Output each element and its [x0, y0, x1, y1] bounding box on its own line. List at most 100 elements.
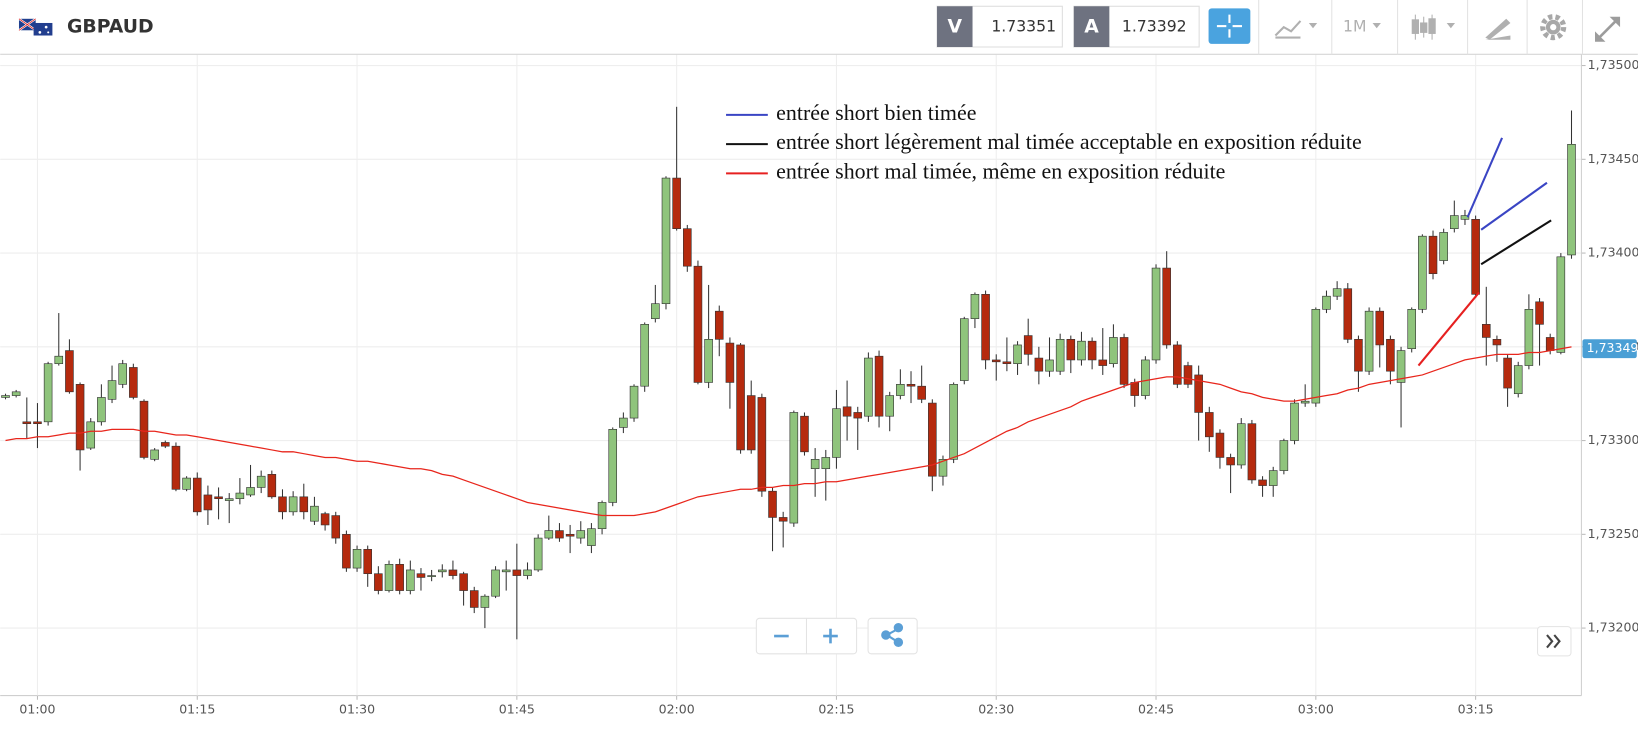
candle-body	[1375, 310, 1385, 346]
candle-body	[1183, 365, 1193, 385]
candle-body	[1471, 219, 1480, 295]
draw-icon[interactable]	[1485, 18, 1511, 40]
candle-body	[267, 474, 277, 498]
candle-body	[672, 177, 681, 230]
candle-body	[576, 530, 586, 539]
candle-body	[299, 496, 309, 513]
candle-body	[1130, 382, 1140, 396]
candle-body	[555, 530, 564, 539]
drawn-line[interactable]	[1417, 291, 1480, 367]
candle-body	[1141, 359, 1150, 396]
scroll-end-icon	[1546, 634, 1561, 649]
timeframe[interactable]: 1M	[1343, 17, 1366, 36]
candle-body	[480, 595, 490, 608]
candle-body	[1343, 288, 1353, 340]
symbol: GBPAUD	[67, 17, 154, 38]
candle-body	[1322, 295, 1331, 310]
candle-body	[65, 350, 74, 393]
candle-body	[256, 475, 266, 488]
candle-body	[1173, 344, 1182, 385]
candle-body	[192, 477, 202, 513]
y-tick-label: 1,73300	[1588, 432, 1638, 447]
candle-body	[1481, 324, 1491, 338]
sell-label: V	[948, 17, 963, 38]
candle-body	[917, 385, 926, 400]
candle-body	[331, 515, 341, 539]
candle-body	[246, 487, 255, 496]
candle-body	[810, 459, 820, 470]
zoom-controls	[755, 617, 1572, 657]
candle-body	[683, 228, 692, 267]
candle-body	[416, 573, 426, 578]
buy-price: 1.73392	[1122, 17, 1187, 36]
drawn-line[interactable]	[1466, 137, 1504, 218]
buy-label: A	[1084, 17, 1099, 38]
candle-body	[1545, 337, 1555, 351]
x-tick-label: 01:30	[339, 702, 375, 717]
candle-body	[150, 449, 159, 460]
candle-body	[171, 445, 181, 490]
candle-body	[1002, 361, 1012, 365]
drawn-line[interactable]	[1480, 219, 1552, 266]
candle-body	[203, 494, 213, 511]
candle-body	[821, 457, 831, 470]
candle-body	[374, 573, 383, 591]
x-tick-label: 01:15	[179, 702, 215, 717]
moving-average	[5, 346, 1572, 517]
legend-label: entrée short mal timée, même en expositi…	[776, 158, 1225, 183]
crosshair-button[interactable]	[1208, 8, 1251, 44]
candle-body	[1055, 339, 1065, 372]
plot: 1,732001,732501,733001,733501,734001,734…	[0, 54, 1638, 717]
candle-body	[1300, 400, 1310, 404]
chart-type-icon[interactable]	[1274, 20, 1318, 39]
candle-body	[1215, 432, 1225, 458]
candle-body	[768, 490, 777, 518]
candle-body	[1364, 310, 1374, 372]
share-button[interactable]	[867, 617, 918, 655]
drawn-line[interactable]	[1480, 181, 1548, 231]
candle-body	[437, 569, 447, 573]
candle-body	[1247, 423, 1257, 481]
candle-body	[789, 412, 799, 524]
candle-body	[118, 363, 127, 385]
candle-body	[1428, 235, 1438, 275]
candle-body	[938, 459, 948, 477]
candle-body	[1513, 365, 1523, 395]
candle-body	[533, 537, 543, 571]
candle-body	[224, 498, 234, 501]
candle-body	[906, 384, 916, 387]
x-tick-label: 02:30	[978, 702, 1014, 717]
candle-body	[959, 318, 969, 381]
settings-icon[interactable]	[1540, 14, 1567, 41]
x-tick-label: 02:00	[659, 702, 695, 717]
candle-body	[161, 442, 170, 447]
candle-body	[1236, 423, 1246, 466]
candle-body	[693, 265, 703, 383]
candle-body	[278, 496, 287, 513]
y-tick-label: 1,73200	[1588, 620, 1638, 635]
candle-body	[874, 355, 884, 417]
candle-body	[1258, 479, 1267, 486]
candle-body	[75, 384, 85, 451]
candle-body	[469, 590, 479, 608]
candle-body	[704, 339, 713, 383]
scroll-end-button[interactable]	[1537, 626, 1572, 657]
candle-icon[interactable]	[1411, 14, 1456, 40]
candle-body	[1567, 143, 1576, 256]
candle-body	[629, 385, 639, 419]
candle-body	[1034, 357, 1044, 372]
zoom-in[interactable]	[823, 628, 838, 644]
candle-body	[1332, 288, 1342, 297]
candle-body	[1194, 374, 1203, 413]
candle-body	[864, 357, 873, 417]
candle-body	[970, 294, 980, 320]
candle-body	[991, 359, 1001, 363]
candle-body	[1077, 340, 1086, 361]
sell-label-bg	[937, 6, 973, 47]
candle-body	[459, 573, 468, 591]
candle-body	[757, 397, 767, 492]
sell-price: 1.73351	[991, 17, 1056, 36]
candle-body	[1109, 337, 1118, 365]
y-tick-label: 1,73250	[1588, 526, 1638, 541]
y-tick-label: 1,73450	[1588, 151, 1638, 166]
